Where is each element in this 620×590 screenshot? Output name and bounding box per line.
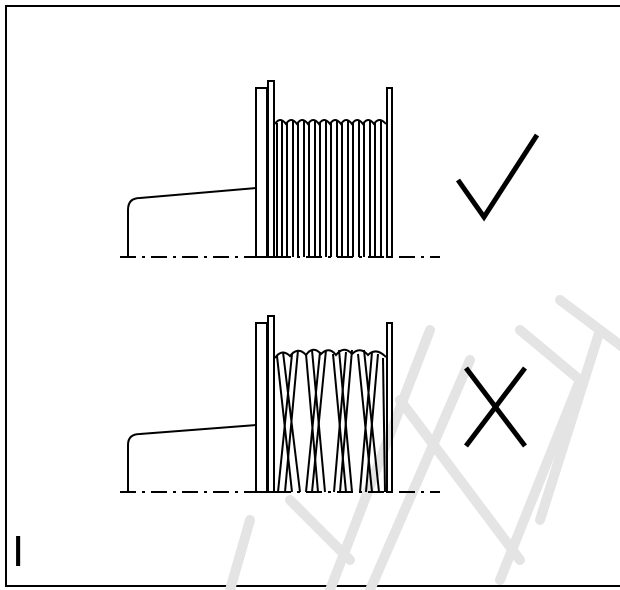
watermark [225, 295, 620, 590]
check-icon [455, 133, 540, 222]
flange-left-outer-bottom [255, 322, 268, 493]
flange-left-inner-bottom [267, 315, 275, 493]
figure-frame [5, 5, 620, 587]
winding-lines-crossed [276, 349, 386, 493]
spool-crossed [120, 315, 440, 493]
spool-arm-top [127, 187, 257, 257]
flange-left-outer-top [255, 87, 268, 258]
winding-lines-even [276, 120, 382, 257]
flange-left-inner-top [267, 80, 275, 258]
figure-label: I [12, 527, 25, 576]
flange-right-bottom [386, 322, 393, 493]
cross-icon [464, 366, 527, 448]
flange-right-top [386, 87, 393, 258]
spool-even [120, 80, 440, 258]
spool-arm-bottom [127, 424, 257, 492]
